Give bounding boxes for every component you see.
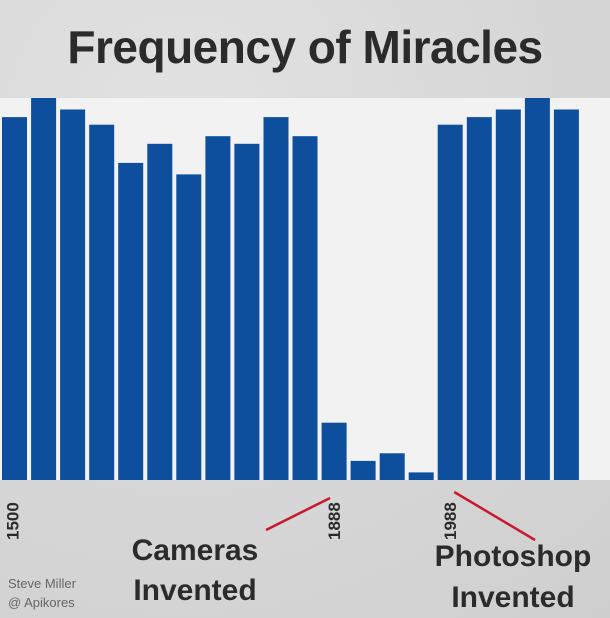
x-tick-label-1500: 1500	[4, 502, 23, 540]
bar-11	[321, 422, 347, 480]
bar-10	[292, 136, 318, 480]
annotation-1-line-1: Photoshop	[435, 540, 592, 573]
x-tick-label-1988: 1988	[441, 502, 460, 540]
bar-3	[89, 124, 115, 480]
bar-2	[60, 109, 86, 480]
credit-author: Steve Miller	[8, 576, 77, 591]
annotation-line-0	[265, 496, 331, 532]
bar-18	[524, 98, 550, 480]
annotation-0-line-2: Invented	[133, 574, 256, 607]
bar-8	[234, 143, 260, 481]
bar-1	[31, 98, 57, 480]
annotation-0-line-1: Cameras	[132, 534, 259, 567]
bar-14	[408, 472, 434, 480]
bar-15	[437, 124, 463, 480]
annotation-1-line-2: Invented	[451, 581, 574, 614]
bar-9	[263, 117, 289, 480]
bar-0	[2, 117, 27, 480]
bar-13	[379, 453, 405, 480]
bar-19	[553, 109, 579, 480]
chart-title: Frequency of Miracles	[67, 21, 543, 73]
credit-handle: @ Apikores	[8, 595, 75, 610]
bar-16	[466, 117, 492, 480]
bar-12	[350, 460, 376, 480]
bar-4	[118, 162, 144, 480]
x-tick-label-1888: 1888	[325, 502, 344, 540]
bar-6	[176, 174, 202, 480]
annotation-line-1	[453, 490, 536, 542]
bar-17	[495, 109, 521, 480]
bar-5	[147, 143, 173, 481]
bar-7	[205, 136, 231, 480]
